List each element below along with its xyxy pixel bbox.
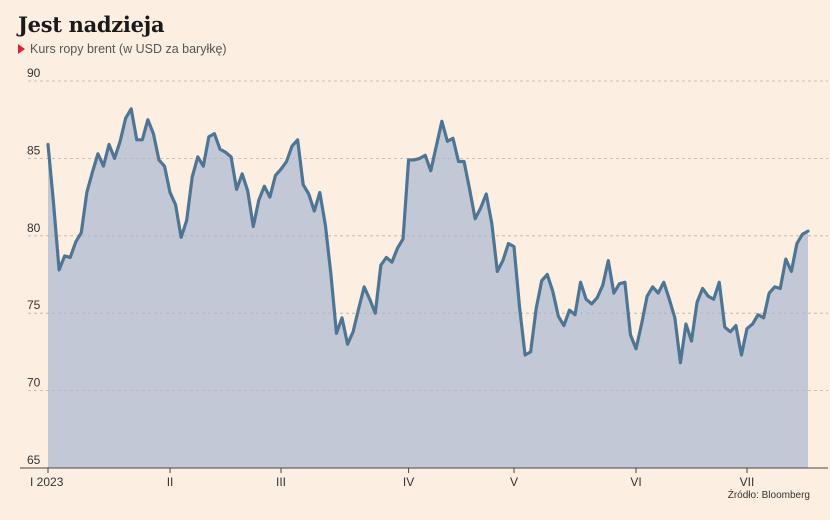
chart-subtitle: Kurs ropy brent (w USD za baryłkę) [18,42,227,56]
red-triangle-icon [18,44,25,54]
area-fill [48,108,808,469]
y-tick-label: 90 [27,66,41,80]
y-tick-label: 75 [27,298,41,312]
x-tick-label: III [276,475,286,489]
y-tick-label: 70 [27,376,41,390]
x-tick-label: VII [740,475,755,489]
chart-title: Jest nadzieja [18,12,165,37]
x-tick-label: IV [403,475,414,489]
y-tick-label: 80 [27,221,41,235]
x-tick-label: I 2023 [30,475,64,489]
x-tick-label: II [167,475,174,489]
y-tick-label: 85 [27,143,41,157]
y-tick-label: 65 [27,453,41,467]
x-tick-label: VI [630,475,641,489]
x-tick-label: V [510,475,518,489]
series-line [46,107,810,365]
source-note: Źródło: Bloomberg [727,490,810,501]
subtitle-text: Kurs ropy brent (w USD za baryłkę) [30,42,227,56]
